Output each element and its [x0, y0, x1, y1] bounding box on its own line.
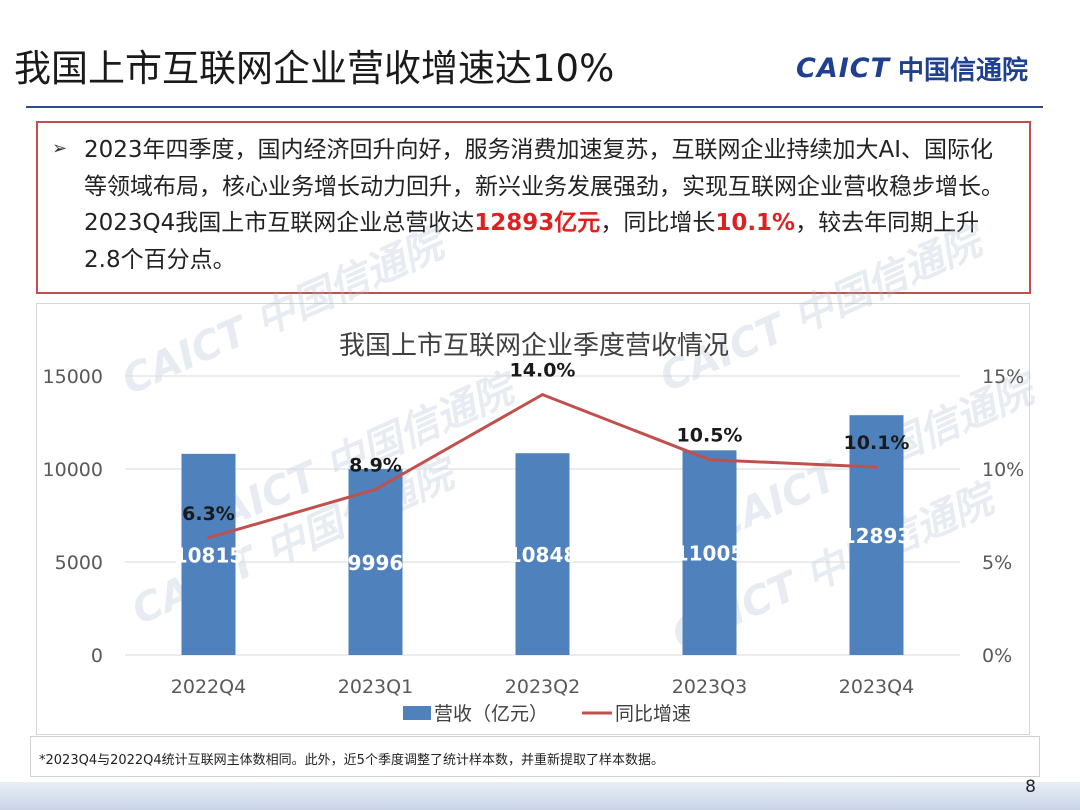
arrow-bullet-icon: ➢ — [52, 138, 68, 159]
summary-text-part-3: ，较去年同期上升2.8个百分点。 — [84, 210, 980, 273]
logo-text-en: CAICT — [796, 52, 890, 84]
page-number: 8 — [1025, 777, 1036, 797]
footnote: *2023Q4与2022Q4统计互联网主体数相同。此外，近5个季度调整了统计样本… — [30, 736, 1040, 777]
summary-text-part-2: ，同比增长 — [600, 210, 716, 236]
growth-highlight: 10.1% — [715, 210, 796, 236]
caict-logo: CAICT 中国信通院 — [796, 48, 1028, 88]
bottom-band — [0, 782, 1080, 810]
summary-box: ➢ 2023年四季度，国内经济回升向好，服务消费加速复苏，互联网企业持续加大AI… — [36, 121, 1031, 294]
title-divider — [26, 106, 1043, 108]
revenue-highlight: 12893亿元 — [474, 210, 601, 236]
summary-text-part-1: 2023年四季度，国内经济回升向好，服务消费加速复苏，互联网企业持续加大AI、国… — [84, 137, 1004, 236]
summary-text: 2023年四季度，国内经济回升向好，服务消费加速复苏，互联网企业持续加大AI、国… — [84, 132, 1014, 278]
chart-frame — [36, 303, 1030, 735]
slide-title: 我国上市互联网企业营收增速达10% — [14, 47, 615, 90]
logo-text-cn: 中国信通院 — [898, 55, 1029, 86]
